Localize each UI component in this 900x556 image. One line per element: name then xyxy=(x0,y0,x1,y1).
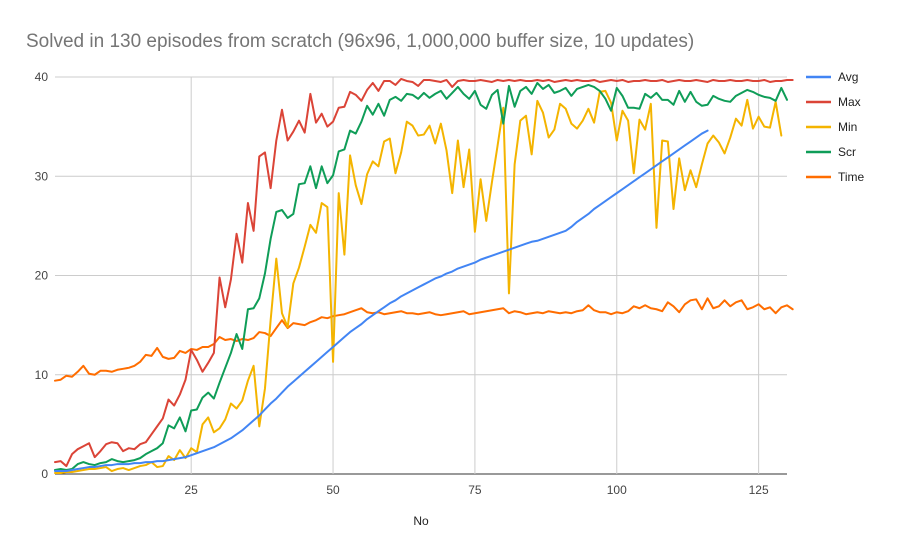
y-tick-label: 10 xyxy=(35,368,49,382)
x-tick-label: 50 xyxy=(326,483,340,497)
x-tick-label: 125 xyxy=(749,483,769,497)
series-line-scr xyxy=(54,81,788,472)
y-tick-label: 30 xyxy=(35,169,49,183)
grid-lines xyxy=(55,76,787,475)
y-axis-ticks: 0 10 20 30 40 xyxy=(35,70,49,481)
x-tick-label: 100 xyxy=(607,483,627,497)
legend-label-avg: Avg xyxy=(838,70,858,84)
series-lines xyxy=(54,77,794,475)
chart-title: Solved in 130 episodes from scratch (96x… xyxy=(26,31,694,52)
legend-label-time: Time xyxy=(838,170,865,184)
series-line-min xyxy=(54,89,783,475)
x-tick-label: 75 xyxy=(468,483,482,497)
legend: Avg Max Min Scr Time xyxy=(806,70,865,184)
x-axis-title: No xyxy=(413,514,429,528)
series-line-time xyxy=(54,297,794,382)
legend-label-min: Min xyxy=(838,120,857,134)
series-line-avg xyxy=(54,129,709,473)
legend-label-scr: Scr xyxy=(838,145,856,159)
y-tick-label: 0 xyxy=(41,467,48,481)
series-line-max xyxy=(54,77,794,468)
legend-label-max: Max xyxy=(838,95,861,109)
x-tick-label: 25 xyxy=(185,483,199,497)
y-tick-label: 40 xyxy=(35,70,49,84)
y-tick-label: 20 xyxy=(35,269,49,283)
x-axis-ticks: 25 50 75 100 125 xyxy=(185,483,769,497)
